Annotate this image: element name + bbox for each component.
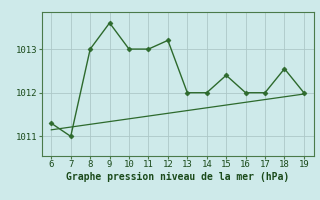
X-axis label: Graphe pression niveau de la mer (hPa): Graphe pression niveau de la mer (hPa) [66,172,289,182]
